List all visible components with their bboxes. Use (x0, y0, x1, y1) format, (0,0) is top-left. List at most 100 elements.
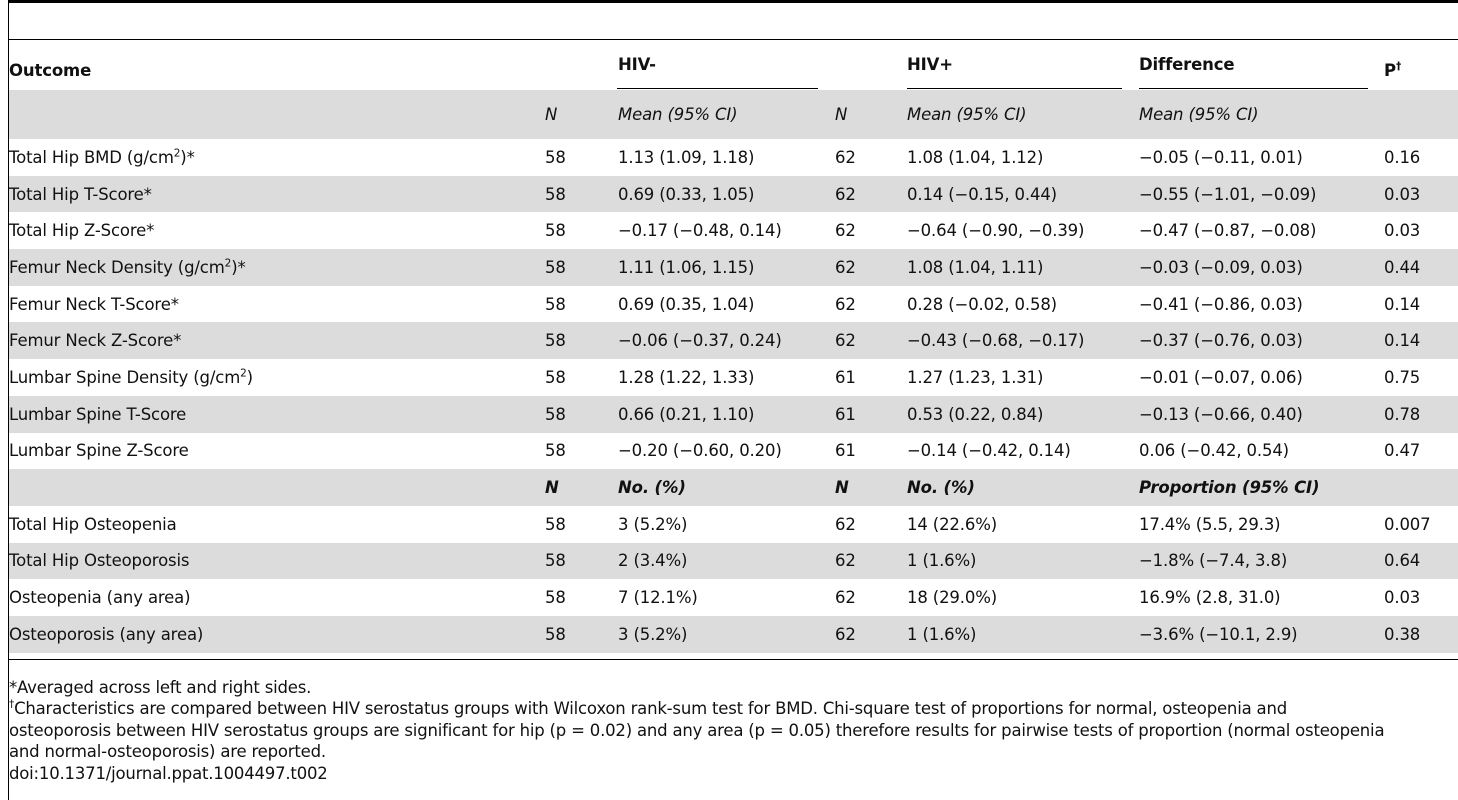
table-row: Femur Neck T-Score* 58 0.69 (0.35, 1.04) 62… (9, 286, 1458, 323)
mean-hiv-negative-cell: 1.13 (1.09, 1.18) (618, 147, 755, 167)
n-hiv-negative-cell: 58 (545, 367, 566, 387)
footnote-dagger: † (9, 698, 15, 711)
difference-cell: −3.6% (−10.1, 2.9) (1139, 615, 1384, 653)
table-row: Total Hip Osteopenia 58 3 (5.2%) 62 14 (22.6… (9, 506, 1458, 543)
mean-hiv-negative-cell: 0.69 (0.35, 1.04) (618, 294, 755, 314)
n-hiv-negative-cell: 58 (545, 175, 618, 213)
outcome-cell: Lumbar Spine T-Score (9, 395, 545, 433)
n-hiv-negative-cell: 58 (545, 514, 566, 534)
count-hiv-positive-cell: 14 (22.6%) (907, 514, 998, 534)
p-value-cell: 0.78 (1384, 395, 1458, 433)
n-hiv-negative-cell: 58 (545, 395, 618, 433)
n-hiv-positive-cell: 62 (835, 615, 907, 653)
mean-hiv-positive-cell: −0.43 (−0.68, −0.17) (907, 322, 1139, 360)
outcome-cell: Total Hip T-Score* (9, 175, 545, 213)
header-top-rule (9, 39, 1458, 40)
count-hiv-positive-cell: 1 (1.6%) (907, 615, 1139, 653)
n-hiv-positive-cell: 61 (835, 395, 907, 433)
difference-cell: −0.55 (−1.01, −0.09) (1139, 175, 1384, 213)
mean-hiv-negative-cell: −0.06 (−0.37, 0.24) (618, 322, 835, 360)
n-hiv-positive-cell: 62 (835, 322, 907, 360)
mean-hiv-positive-cell: 1.08 (1.04, 1.11) (907, 249, 1139, 286)
footnote-tests-line2: osteoporosis between HIV serostatus grou… (9, 720, 1385, 740)
n-hiv-positive-cell: 62 (835, 588, 856, 608)
mean-hiv-positive-cell: 1.08 (1.04, 1.12) (907, 147, 1044, 167)
difference-cell: 16.9% (2.8, 31.0) (1139, 588, 1281, 608)
p-value-cell: 0.44 (1384, 249, 1458, 286)
subheader-count-hiv-negative: No. (%) (618, 469, 835, 506)
hiv-neg-group-rule (617, 88, 818, 89)
n-hiv-negative-cell: 58 (545, 588, 566, 608)
n-hiv-negative-cell: 58 (545, 542, 618, 580)
subheader-mean-hiv-positive: Mean (95% CI) (907, 90, 1139, 139)
col-header-hiv-positive: HIV+ (907, 55, 953, 74)
p-value-cell: 0.75 (1384, 367, 1421, 387)
difference-cell: 17.4% (5.5, 29.3) (1139, 514, 1281, 534)
hiv-pos-group-rule (907, 88, 1122, 89)
p-value-cell: 0.47 (1384, 441, 1421, 461)
subheader-n-hiv-negative: N (545, 90, 618, 139)
table-top-border (8, 0, 1458, 3)
n-hiv-negative-cell: 58 (545, 249, 618, 286)
count-hiv-negative-cell: 7 (12.1%) (618, 588, 698, 608)
p-value-cell: 0.03 (1384, 588, 1421, 608)
mean-hiv-positive-cell: 0.28 (−0.02, 0.58) (907, 294, 1057, 314)
footnote-averaged: *Averaged across left and right sides. (9, 678, 312, 697)
table-row: Femur Neck Z-Score* 58 −0.06 (−0.37, 0.24)… (9, 322, 1458, 360)
n-hiv-positive-cell: 61 (835, 441, 856, 461)
p-value-cell: 0.38 (1384, 615, 1458, 653)
mean-hiv-negative-cell: 1.11 (1.06, 1.15) (618, 249, 835, 286)
subheader-n-hiv-negative: N (545, 469, 618, 506)
table-row: Total Hip Osteoporosis 58 2 (3.4%) 62 1 (1.6… (9, 542, 1458, 580)
difference-cell: −1.8% (−7.4, 3.8) (1139, 542, 1384, 580)
subheader-row: N Mean (95% CI) N Mean (95% CI) Mean (95… (9, 90, 1458, 139)
p-value-cell: 0.03 (1384, 175, 1458, 213)
mean-hiv-negative-cell: −0.17 (−0.48, 0.14) (618, 221, 782, 241)
col-header-p: P† (1384, 47, 1458, 90)
mean-hiv-positive-cell: 0.53 (0.22, 0.84) (907, 395, 1139, 433)
count-hiv-negative-cell: 2 (3.4%) (618, 542, 835, 580)
table-row: Osteopenia (any area) 58 7 (12.1%) 62 18 (29… (9, 579, 1458, 616)
n-hiv-positive-cell: 62 (835, 294, 856, 314)
results-table: Outcome HIV- HIV+ Difference P† N Mean (… (9, 47, 1458, 653)
subheader-row-counts: N No. (%) N No. (%) Proportion (95% CI) (9, 469, 1458, 506)
subheader-proportion-difference: Proportion (95% CI) (1139, 469, 1384, 506)
n-hiv-negative-cell: 58 (545, 615, 618, 653)
difference-cell: −0.37 (−0.76, 0.03) (1139, 322, 1384, 360)
subheader-n-hiv-positive: N (835, 469, 907, 506)
outcome-cell: Total Hip Z-Score* (9, 221, 155, 241)
outcome-cell: Lumbar Spine Z-Score (9, 441, 189, 461)
outcome-cell: Osteopenia (any area) (9, 588, 191, 608)
p-value-cell: 0.007 (1384, 514, 1431, 534)
n-hiv-negative-cell: 58 (545, 322, 618, 360)
outcome-cell: Femur Neck T-Score* (9, 294, 179, 314)
mean-hiv-positive-cell: −0.64 (−0.90, −0.39) (907, 221, 1085, 241)
table-row: Total Hip BMD (g/cm2)* 58 1.13 (1.09, 1.18… (9, 139, 1458, 176)
outcome-cell: Total Hip BMD (g/cm2)* (9, 147, 195, 167)
table-left-border (8, 0, 9, 800)
difference-cell: −0.13 (−0.66, 0.40) (1139, 395, 1384, 433)
outcome-cell: Osteoporosis (any area) (9, 615, 545, 653)
n-hiv-positive-cell: 62 (835, 147, 856, 167)
table-row: Osteoporosis (any area) 58 3 (5.2%) 62 1 (1.… (9, 615, 1458, 653)
col-header-outcome: Outcome (9, 61, 92, 80)
table-row: Lumbar Spine T-Score 58 0.66 (0.21, 1.10) 6… (9, 395, 1458, 433)
difference-cell: −0.41 (−0.86, 0.03) (1139, 294, 1303, 314)
outcome-cell: Lumbar Spine Density (g/cm2) (9, 367, 253, 387)
n-hiv-negative-cell: 58 (545, 441, 566, 461)
n-hiv-positive-cell: 61 (835, 367, 856, 387)
p-value-cell: 0.14 (1384, 322, 1458, 360)
col-header-hiv-negative: HIV- (618, 55, 656, 74)
p-value-cell: 0.03 (1384, 221, 1421, 241)
mean-hiv-negative-cell: 0.69 (0.33, 1.05) (618, 175, 835, 213)
mean-hiv-positive-cell: 1.27 (1.23, 1.31) (907, 367, 1044, 387)
outcome-cell: Femur Neck Z-Score* (9, 322, 545, 360)
n-hiv-positive-cell: 62 (835, 542, 907, 580)
mean-hiv-positive-cell: −0.14 (−0.42, 0.14) (907, 441, 1071, 461)
difference-cell: −0.05 (−0.11, 0.01) (1139, 147, 1303, 167)
mean-hiv-negative-cell: 1.28 (1.22, 1.33) (618, 367, 755, 387)
table-row: Lumbar Spine Z-Score 58 −0.20 (−0.60, 0.20… (9, 433, 1458, 470)
difference-group-rule (1139, 88, 1368, 89)
footnotes: *Averaged across left and right sides. †… (9, 677, 1458, 784)
header-row: Outcome HIV- HIV+ Difference P† (9, 47, 1458, 90)
